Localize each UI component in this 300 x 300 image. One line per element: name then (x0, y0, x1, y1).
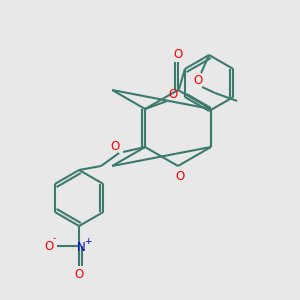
Text: O: O (110, 140, 120, 152)
Text: O: O (44, 239, 54, 253)
Text: O: O (74, 268, 84, 281)
Text: O: O (169, 88, 178, 101)
Text: O: O (194, 74, 203, 88)
Text: O: O (176, 169, 184, 182)
Text: +: + (84, 236, 92, 245)
Text: O: O (173, 49, 183, 62)
Text: N: N (77, 241, 85, 254)
Text: -: - (52, 235, 56, 244)
